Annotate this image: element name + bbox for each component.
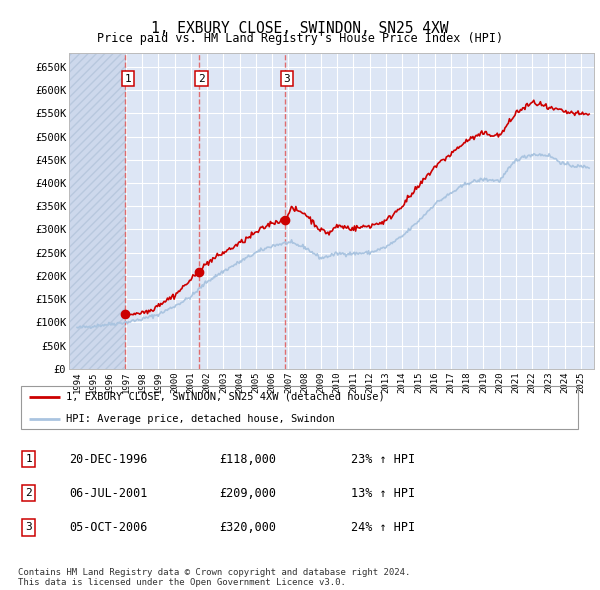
Text: 23% ↑ HPI: 23% ↑ HPI [351,453,415,466]
Text: 1, EXBURY CLOSE, SWINDON, SN25 4XW: 1, EXBURY CLOSE, SWINDON, SN25 4XW [151,21,449,35]
Text: 3: 3 [25,523,32,532]
Text: 20-DEC-1996: 20-DEC-1996 [69,453,148,466]
Text: £320,000: £320,000 [219,521,276,534]
Text: 06-JUL-2001: 06-JUL-2001 [69,487,148,500]
Text: Contains HM Land Registry data © Crown copyright and database right 2024.
This d: Contains HM Land Registry data © Crown c… [18,568,410,587]
Text: Price paid vs. HM Land Registry's House Price Index (HPI): Price paid vs. HM Land Registry's House … [97,32,503,45]
Text: 13% ↑ HPI: 13% ↑ HPI [351,487,415,500]
Text: 2: 2 [25,489,32,498]
Text: 3: 3 [284,74,290,84]
Text: 1: 1 [25,454,32,464]
Text: 05-OCT-2006: 05-OCT-2006 [69,521,148,534]
Text: 24% ↑ HPI: 24% ↑ HPI [351,521,415,534]
Text: 1, EXBURY CLOSE, SWINDON, SN25 4XW (detached house): 1, EXBURY CLOSE, SWINDON, SN25 4XW (deta… [66,392,385,402]
Text: 1: 1 [124,74,131,84]
Text: £118,000: £118,000 [219,453,276,466]
Text: 2: 2 [198,74,205,84]
Text: HPI: Average price, detached house, Swindon: HPI: Average price, detached house, Swin… [66,414,335,424]
Text: £209,000: £209,000 [219,487,276,500]
